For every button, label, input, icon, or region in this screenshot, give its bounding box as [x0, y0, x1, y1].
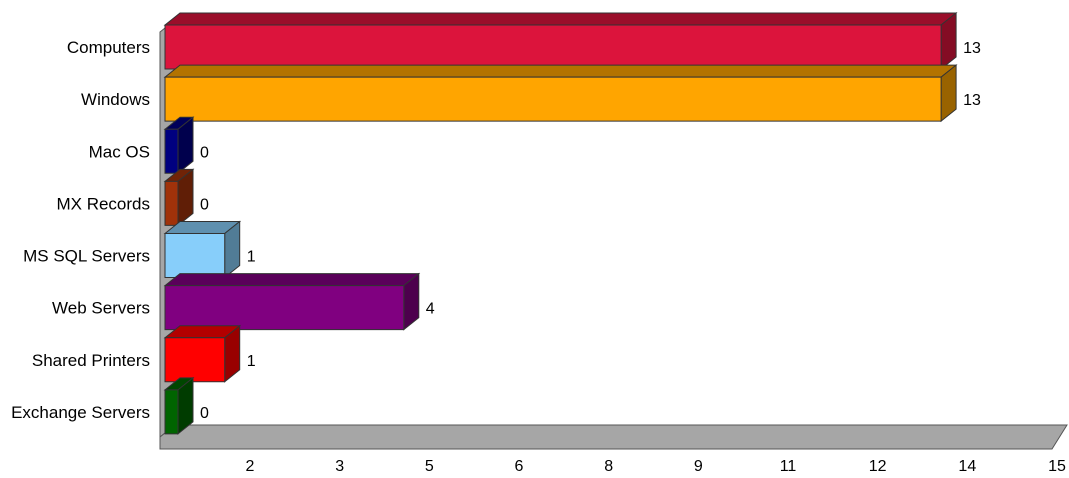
- x-tick-label: 3: [335, 458, 344, 475]
- x-tick-label: 8: [604, 458, 613, 475]
- bar: [164, 285, 405, 331]
- category-label: Mac OS: [89, 142, 150, 161]
- data-label: 13: [963, 40, 981, 57]
- bar: [164, 389, 179, 435]
- bar: [164, 233, 226, 278]
- category-label: Web Servers: [52, 299, 150, 318]
- bar: [164, 128, 179, 174]
- x-tick-label: 14: [958, 458, 976, 475]
- bar: [164, 337, 226, 383]
- x-tick-label: 2: [246, 458, 255, 475]
- data-label: 0: [200, 196, 209, 213]
- bar: [164, 24, 942, 70]
- data-label: 4: [426, 301, 435, 318]
- data-label: 0: [200, 144, 209, 161]
- data-label: 1: [247, 249, 256, 266]
- data-label: 0: [200, 405, 209, 422]
- x-tick-label: 6: [515, 458, 524, 475]
- category-label: Shared Printers: [32, 351, 150, 370]
- x-tick-label: 9: [694, 458, 703, 475]
- data-label: 13: [963, 92, 981, 109]
- category-label: Exchange Servers: [11, 403, 150, 422]
- category-label: MS SQL Servers: [23, 247, 150, 266]
- x-tick-label: 12: [869, 458, 887, 475]
- bar-top-face: [163, 273, 421, 287]
- data-label: 1: [247, 353, 256, 370]
- bar-top-face: [163, 64, 958, 78]
- bar: [164, 180, 179, 226]
- x-tick-label: 5: [425, 458, 434, 475]
- x-tick-label: 11: [780, 458, 797, 475]
- bar: [164, 76, 942, 122]
- bar-top-face: [163, 12, 958, 26]
- category-label: MX Records: [56, 194, 150, 213]
- floor: [159, 424, 1068, 450]
- category-label: Computers: [67, 38, 150, 57]
- x-tick-label: 15: [1048, 458, 1066, 475]
- category-label: Windows: [81, 90, 150, 109]
